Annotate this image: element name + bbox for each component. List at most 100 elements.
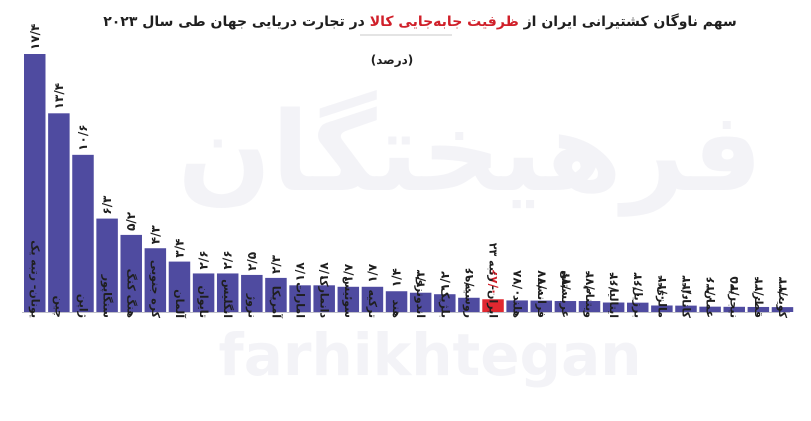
tick-label-26: مالزی bbox=[655, 286, 668, 318]
tick-label-19: ایران- رتبه ۲۳ bbox=[487, 243, 500, 318]
bar-23 bbox=[578, 301, 601, 312]
tick-label-12: دانمارک bbox=[318, 275, 331, 318]
bar-31 bbox=[771, 307, 794, 312]
tick-label-29: نیجریه bbox=[728, 284, 741, 318]
value-label-4: ۵/۲ bbox=[124, 211, 138, 231]
value-label-8: ۲/۶ bbox=[221, 250, 235, 269]
bar-0 bbox=[24, 54, 46, 312]
value-label-26: ۰/۴۴ bbox=[655, 275, 669, 301]
value-label-3: ۶/۳ bbox=[100, 195, 114, 215]
bar-22 bbox=[554, 301, 577, 312]
chart-title: سهم ناوگان کشتیرانی ایران از ظرفیت جابه‌… bbox=[103, 13, 737, 30]
tick-label-0: یونان- رتبه یک bbox=[28, 240, 41, 318]
tick-label-27: کانادا bbox=[679, 290, 692, 319]
value-label-0: ۱۷/۴ bbox=[28, 24, 42, 50]
bar-21 bbox=[530, 300, 553, 312]
value-label-10: ۲/۳ bbox=[269, 254, 283, 274]
tick-label-7: تایوان bbox=[197, 286, 210, 318]
tick-label-20: هلند bbox=[511, 295, 524, 318]
value-label-19: ۰/۸۶ bbox=[486, 269, 500, 295]
tick-label-15: هند bbox=[390, 300, 403, 318]
watermark-persian: فرهیختگان bbox=[178, 88, 763, 217]
bar-9 bbox=[241, 274, 263, 312]
tick-label-3: سنگاپور bbox=[101, 274, 114, 318]
value-label-31: ۰/۳۳ bbox=[775, 276, 789, 303]
bar-11 bbox=[289, 285, 311, 312]
bar-8 bbox=[216, 273, 239, 312]
chart-title-before: سهم ناوگان کشتیرانی ایران از bbox=[523, 13, 737, 30]
tick-label-30: قطر bbox=[752, 292, 765, 318]
bar-16 bbox=[409, 292, 432, 312]
value-label-14: ۱/۷ bbox=[365, 263, 379, 283]
bar-2 bbox=[72, 154, 94, 312]
bar-3 bbox=[96, 218, 118, 312]
tick-label-5: کره جنوبی bbox=[149, 260, 162, 319]
bar-15 bbox=[385, 291, 408, 312]
tick-label-8: انگلیس bbox=[221, 279, 234, 318]
value-label-27: ۰/۴۳ bbox=[679, 275, 693, 302]
bar-19 bbox=[482, 299, 504, 312]
tick-label-28: عمان bbox=[704, 290, 717, 318]
tick-labels-group: یونان- رتبه یک چین ژاپن سنگاپور هنگ کنگ کره ج… bbox=[28, 240, 789, 319]
watermark-latin: farhikhtegan bbox=[218, 321, 641, 389]
value-label-1: ۱۳/۴ bbox=[52, 83, 66, 109]
tick-label-25: برزیل bbox=[631, 287, 644, 318]
tick-label-13: سوئیس bbox=[342, 276, 355, 318]
value-labels-group: ۱۷/۴ ۱۳/۴ ۱۰/۶ ۶/۳ ۵/۲ ۴/۳ ۳/۴ ۲/۶ ۲/۶ ۲/۵ ۲/۳ ۱/۸ ۱… bbox=[28, 24, 790, 303]
value-label-24: ۰/۶۴ bbox=[607, 272, 621, 298]
bar-1 bbox=[48, 113, 70, 312]
bar-30 bbox=[747, 306, 770, 312]
value-label-21: ۰/۷۷ bbox=[534, 270, 548, 297]
value-label-20: ۰/۷۸ bbox=[510, 269, 524, 296]
bar-13 bbox=[337, 286, 360, 312]
value-label-11: ۱/۸ bbox=[293, 262, 307, 282]
bar-25 bbox=[627, 302, 649, 312]
tick-label-2: ژاپن bbox=[76, 294, 89, 318]
bar-27 bbox=[675, 305, 697, 312]
value-label-6: ۳/۴ bbox=[172, 239, 186, 258]
value-label-28: ۰/۳۶ bbox=[703, 276, 717, 302]
tick-label-21: فرانسه bbox=[535, 278, 548, 318]
value-label-22: ۰/۷۴ bbox=[558, 271, 572, 297]
tick-label-16: اندونزی bbox=[414, 276, 427, 318]
bars-group bbox=[24, 54, 794, 312]
chart-title-after: در تجارت دریایی جهان طی سال ۲۰۲۳ bbox=[103, 14, 365, 30]
tick-label-17: بلژیک bbox=[438, 287, 451, 318]
bar-4 bbox=[120, 234, 142, 312]
value-label-2: ۱۰/۶ bbox=[76, 124, 90, 150]
value-label-9: ۲/۵ bbox=[245, 252, 259, 271]
bar-17 bbox=[434, 294, 456, 312]
bar-20 bbox=[506, 300, 528, 312]
chart-subtitle: (درصد) bbox=[371, 53, 414, 67]
value-label-15: ۱/۴ bbox=[390, 268, 404, 287]
tick-label-23: ویتنام bbox=[583, 286, 596, 318]
bar-10 bbox=[265, 277, 287, 312]
value-label-16: ۱/۳ bbox=[414, 269, 428, 289]
value-label-7: ۲/۶ bbox=[197, 250, 211, 269]
chart-title-highlight: ظرفیت جابه‌جایی کالا bbox=[370, 14, 519, 30]
bar-24 bbox=[602, 302, 625, 312]
tick-label-4: هنگ کنگ bbox=[125, 269, 139, 318]
value-label-13: ۱/۷ bbox=[341, 263, 355, 283]
value-label-25: ۰/۶۳ bbox=[631, 272, 645, 299]
tick-label-9: نروژ bbox=[245, 293, 258, 318]
bar-5 bbox=[144, 248, 167, 312]
value-label-30: ۰/۳۴ bbox=[751, 277, 765, 303]
value-label-29: ۰/۳۵ bbox=[727, 276, 741, 302]
value-label-17: ۱/۲ bbox=[438, 271, 452, 291]
bar-6 bbox=[168, 261, 191, 312]
tick-label-18: روسیه bbox=[462, 283, 475, 318]
bar-12 bbox=[313, 285, 335, 312]
value-label-23: ۰/۷۴ bbox=[583, 271, 597, 297]
tick-label-31: کویت bbox=[776, 289, 789, 319]
tick-label-6: آلمان bbox=[173, 289, 187, 318]
value-label-18: ۰/۹۶ bbox=[462, 267, 476, 293]
tick-label-24: ایتالیا bbox=[607, 289, 620, 318]
tick-label-11: امارات bbox=[294, 282, 307, 318]
tick-label-22: عربستان bbox=[559, 270, 572, 318]
value-label-5: ۴/۳ bbox=[148, 225, 162, 245]
tick-label-10: آمریکا bbox=[269, 286, 283, 318]
value-label-12: ۱/۸ bbox=[317, 262, 331, 282]
tick-label-1: چین bbox=[52, 296, 65, 318]
